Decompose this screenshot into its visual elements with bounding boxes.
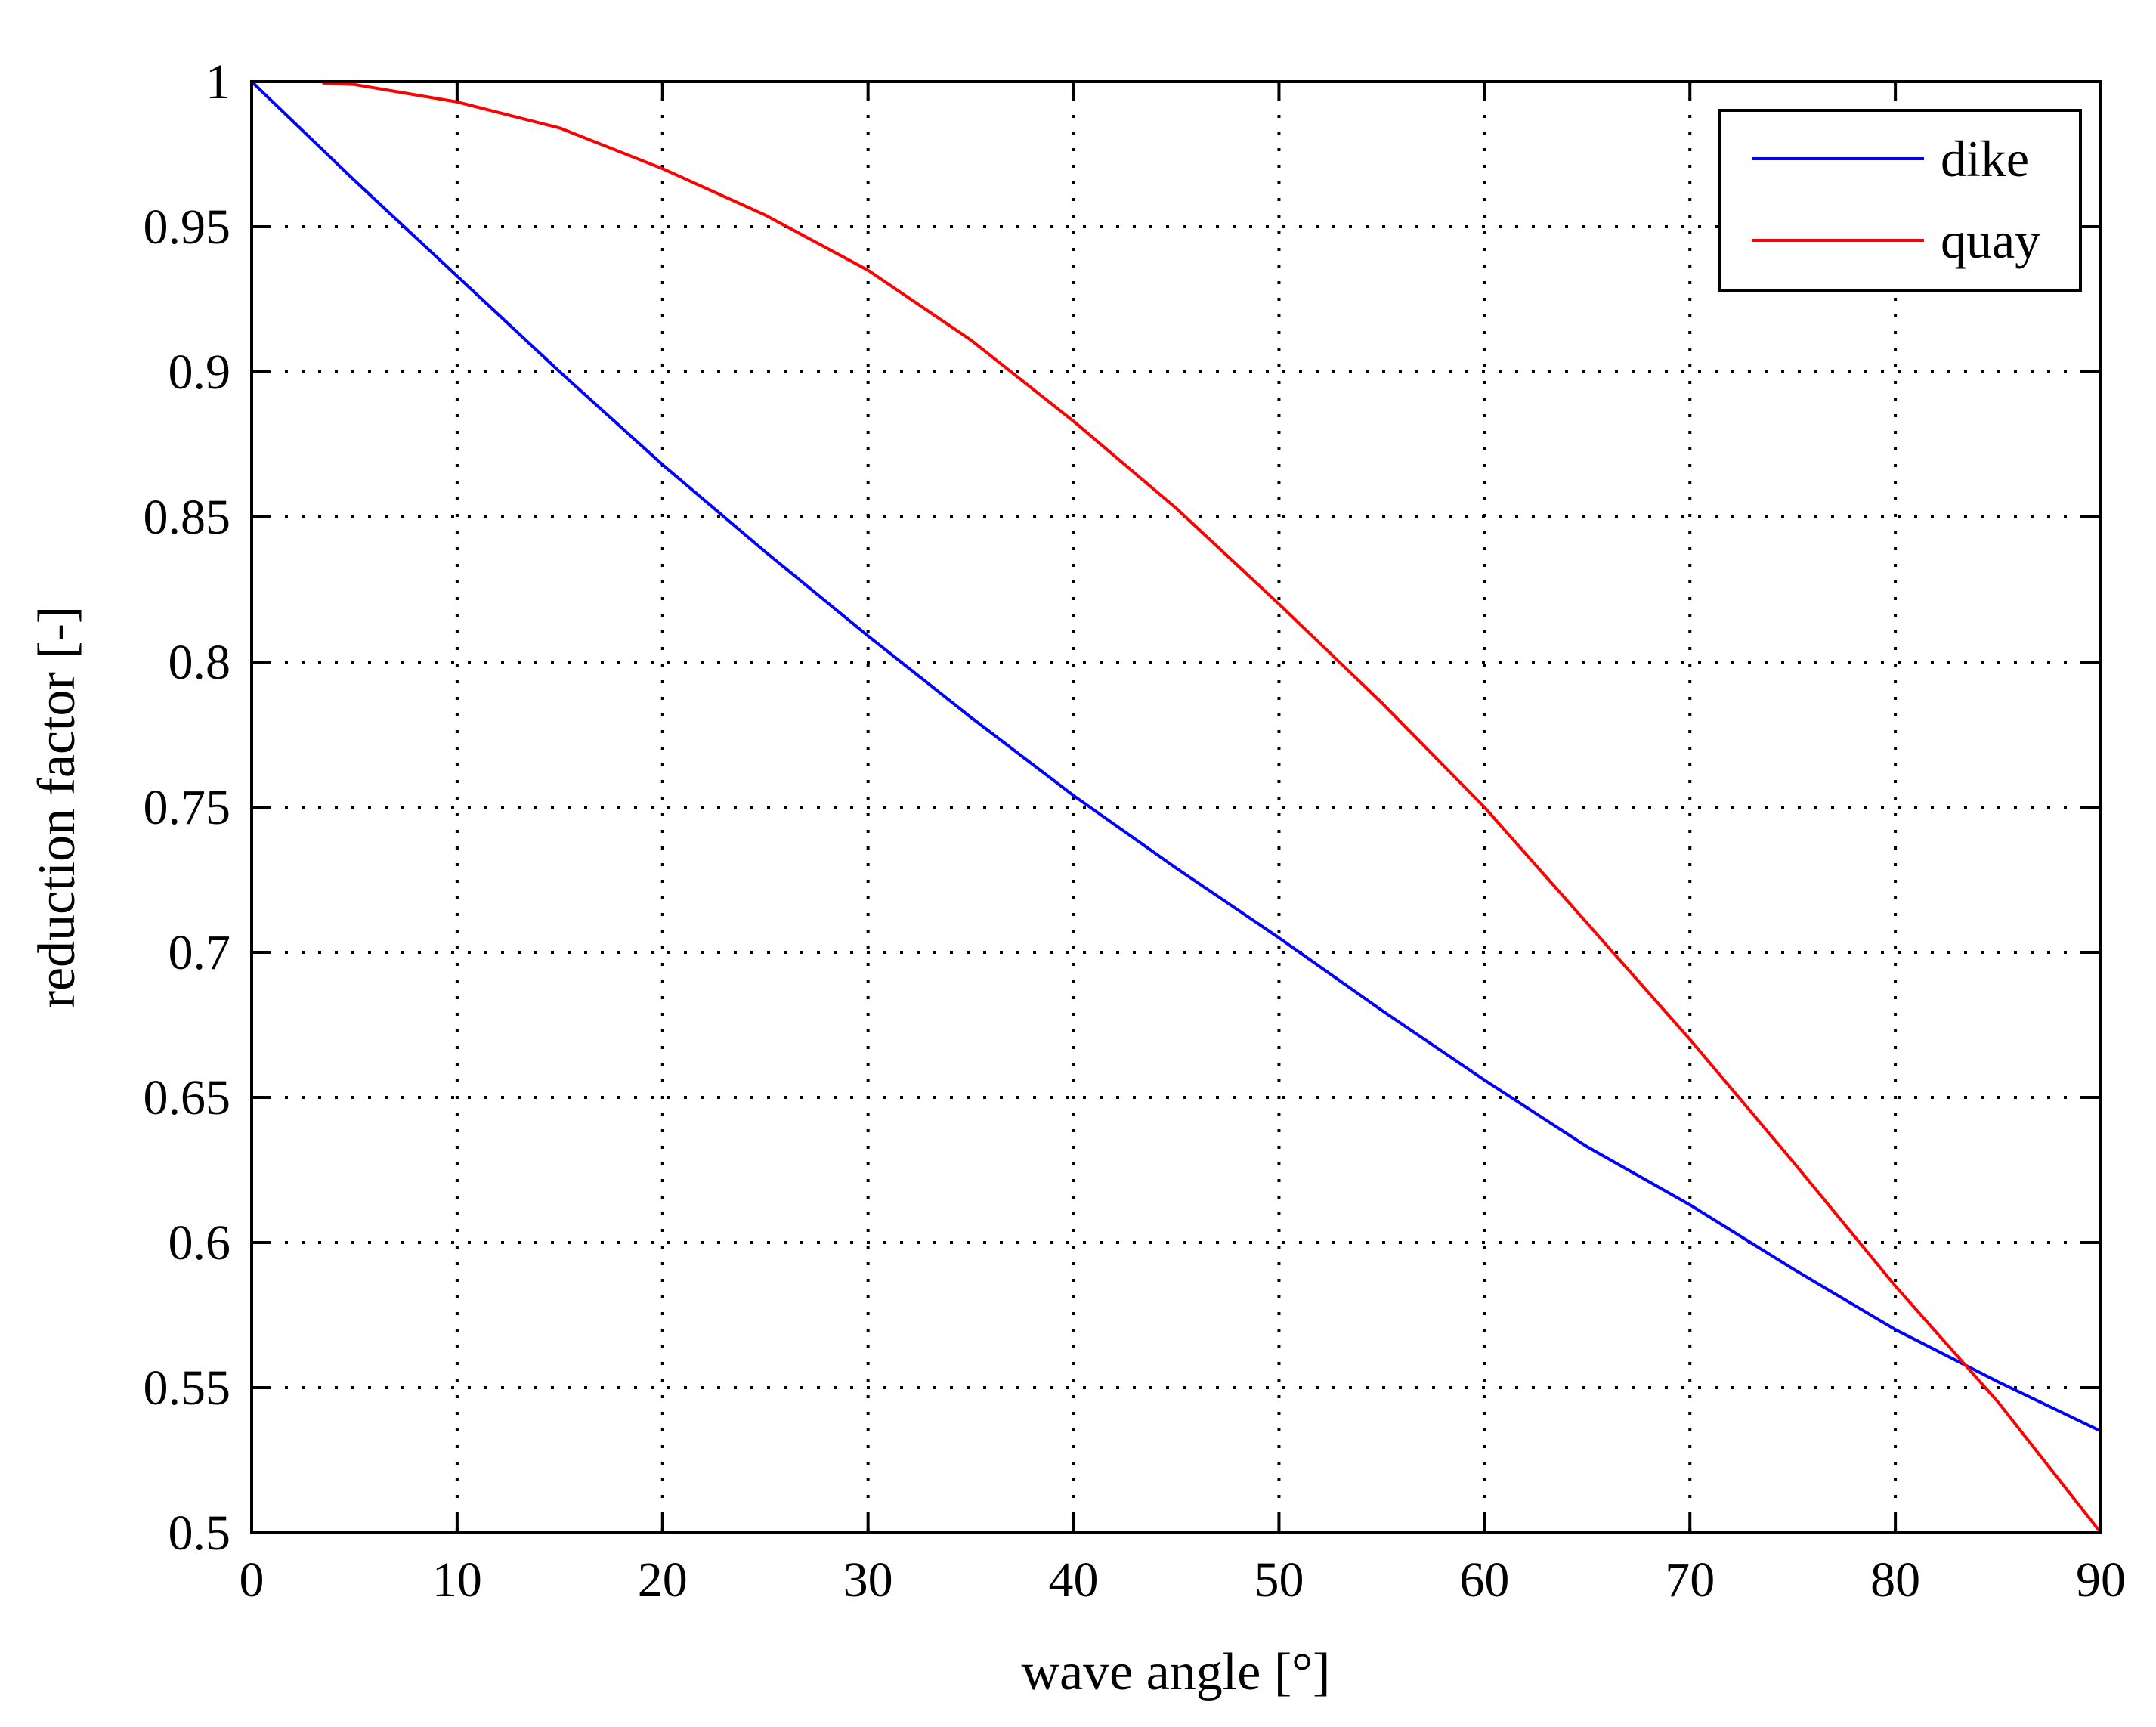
x-tick-label: 80 [1870,1552,1920,1608]
y-tick-label: 0.5 [169,1506,231,1561]
legend-label-dike: dike [1941,130,2029,187]
x-tick-labels: 0 10 20 30 40 50 60 70 80 90 [240,1552,2127,1608]
y-tick-label: 0.85 [144,490,231,545]
y-tick-label: 0.55 [144,1360,231,1416]
x-tick-label: 20 [638,1552,688,1608]
y-tick-label: 1 [206,54,230,110]
y-tick-label: 0.8 [169,635,231,690]
x-tick-label: 90 [2076,1552,2126,1608]
y-axis-title: reduction factor [-] [28,606,86,1009]
y-tick-label: 0.75 [144,780,231,835]
x-tick-label: 0 [240,1552,264,1608]
x-axis-title: wave angle [°] [1022,1643,1331,1701]
legend-box [1718,109,2082,292]
tick-marks [250,80,2102,1534]
y-tick-label: 0.95 [144,200,231,255]
y-tick-labels: 0.5 0.55 0.6 0.65 0.7 0.75 0.8 0.85 0.9 0.95 1 [144,54,231,1561]
series-layer [250,80,2102,1534]
x-tick-label: 40 [1049,1552,1099,1608]
series-line-dike [250,80,2102,1433]
series-line-quay [322,81,2102,1534]
y-tick-label: 0.9 [169,345,231,400]
x-tick-label: 70 [1665,1552,1715,1608]
x-tick-label: 10 [432,1552,482,1608]
y-tick-label: 0.6 [169,1215,231,1270]
legend-label-quay: quay [1941,212,2040,269]
y-tick-label: 0.7 [169,925,231,980]
x-tick-label: 30 [843,1552,893,1608]
x-tick-label: 50 [1254,1552,1304,1608]
y-tick-label: 0.65 [144,1070,231,1125]
x-tick-label: 60 [1459,1552,1509,1608]
legend: dike quay [1718,109,2082,292]
